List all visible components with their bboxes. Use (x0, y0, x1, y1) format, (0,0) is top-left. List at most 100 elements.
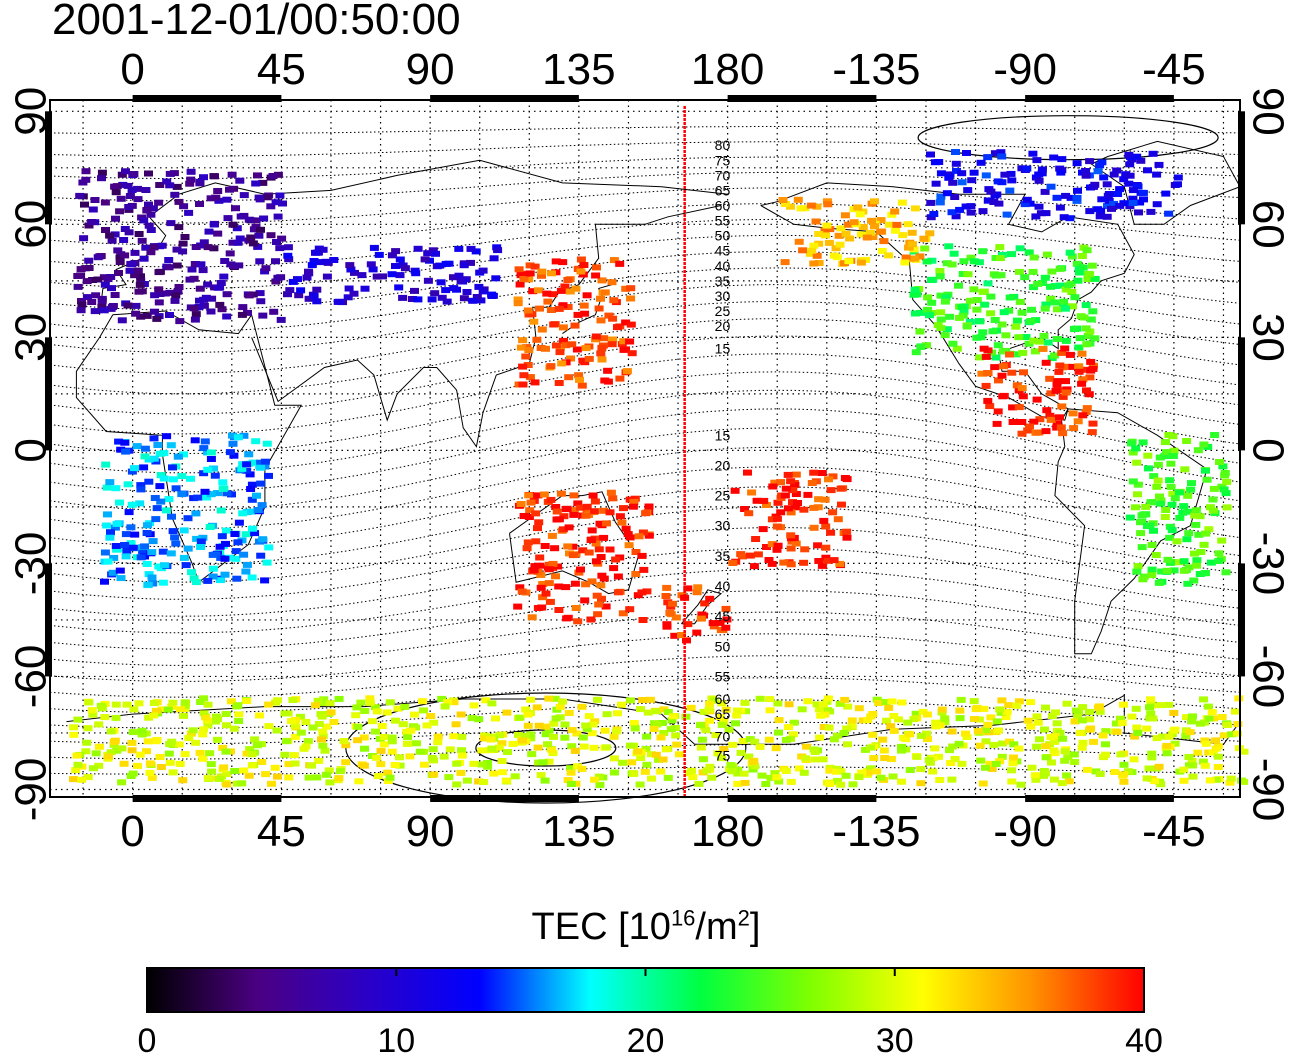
tec-cell (866, 744, 876, 751)
tec-cell (1029, 418, 1039, 425)
tec-cell (497, 758, 507, 764)
tec-cell (209, 221, 219, 228)
tec-cell (733, 770, 743, 777)
colorbar-tick-label: 40 (1125, 1022, 1163, 1057)
tec-cell (133, 267, 143, 274)
tec-cell (709, 697, 719, 704)
tec-cell (738, 738, 748, 744)
tec-cell (588, 492, 598, 499)
tec-cell (1211, 776, 1221, 783)
tec-data-cells (69, 149, 1249, 788)
tec-cell (803, 698, 813, 705)
bottom-lon-tick-label: 90 (406, 807, 455, 856)
tec-cell (1187, 718, 1197, 725)
tec-cell (1148, 150, 1158, 157)
tec-cell (891, 227, 900, 234)
tec-cell (1161, 439, 1170, 446)
tec-cell (111, 215, 120, 222)
tec-cell (115, 254, 125, 261)
tec-cell (1190, 512, 1200, 519)
tec-cell (800, 546, 810, 553)
bottom-axis-bar (1025, 795, 1174, 802)
tec-cell (105, 534, 115, 541)
tec-cell (1196, 549, 1206, 555)
tec-cell (1183, 580, 1193, 587)
tec-cell (605, 509, 615, 516)
tec-cell (776, 479, 785, 486)
tec-cell (911, 710, 921, 717)
tec-cell (744, 510, 754, 517)
tec-cell (270, 764, 280, 771)
tec-cell (1068, 303, 1077, 310)
tec-cell (207, 295, 217, 302)
tec-cell (196, 699, 206, 705)
tec-cell (262, 440, 272, 447)
tec-cell (1207, 709, 1217, 716)
tec-cell (133, 185, 143, 192)
tec-cell (411, 270, 421, 277)
tec-cell (842, 528, 852, 535)
tec-cell (786, 778, 796, 785)
tec-cell (897, 199, 907, 206)
tec-cell (607, 341, 617, 348)
tec-cell (387, 271, 397, 278)
tec-cell (931, 719, 941, 726)
tec-cell (576, 504, 586, 511)
tec-cell (359, 762, 369, 769)
tec-cell (944, 173, 954, 180)
right-lat-tick-label: 60 (1243, 200, 1292, 249)
tec-cell (1068, 363, 1078, 370)
tec-cell (1173, 174, 1183, 181)
tec-cell (1150, 778, 1160, 785)
tec-cell (120, 252, 130, 259)
tec-cell (247, 751, 257, 758)
tec-cell (965, 297, 975, 304)
tec-cell (256, 226, 265, 233)
tec-cell (90, 308, 100, 315)
tec-cell (117, 745, 127, 752)
tec-cell (1084, 391, 1094, 398)
tec-cell (208, 551, 218, 558)
tec-cell (579, 262, 589, 268)
tec-cell (1116, 751, 1126, 758)
tec-cell (1037, 280, 1047, 286)
tec-cell (1101, 728, 1111, 735)
tec-cell (923, 294, 933, 301)
tec-cell (205, 524, 215, 530)
tec-cell (154, 269, 164, 276)
tec-cell (283, 244, 293, 251)
tec-cell (1035, 416, 1045, 423)
tec-cell (143, 738, 153, 745)
tec-cell (110, 737, 120, 744)
tec-cell (692, 589, 702, 596)
tec-cell (1102, 213, 1112, 220)
tec-cell (1016, 781, 1026, 788)
tec-cell (121, 168, 130, 175)
tec-cell (491, 275, 501, 282)
tec-cell (288, 697, 298, 703)
tec-cell (271, 278, 281, 285)
tec-cell (540, 543, 550, 549)
tec-cell (522, 545, 532, 552)
tec-cell (383, 778, 393, 784)
tec-cell (810, 749, 820, 755)
tec-cell (349, 290, 359, 297)
magnetic-contour (49, 633, 1241, 682)
tec-cell (942, 326, 952, 333)
tec-cell (1041, 743, 1051, 750)
tec-cell (116, 575, 126, 582)
tec-cell (1156, 497, 1166, 504)
tec-cell (400, 703, 410, 710)
tec-cell (519, 513, 529, 519)
tec-cell (149, 712, 159, 719)
tec-cell (483, 760, 492, 766)
tec-cell (1059, 214, 1069, 221)
bottom-axis-bar (430, 795, 579, 802)
tec-cell (523, 711, 533, 718)
tec-cell (1101, 751, 1110, 758)
tec-cell (206, 195, 216, 202)
tec-cell (1012, 317, 1022, 324)
tec-cell (922, 711, 932, 718)
tec-cell (1146, 710, 1156, 717)
tec-cell (537, 268, 547, 275)
